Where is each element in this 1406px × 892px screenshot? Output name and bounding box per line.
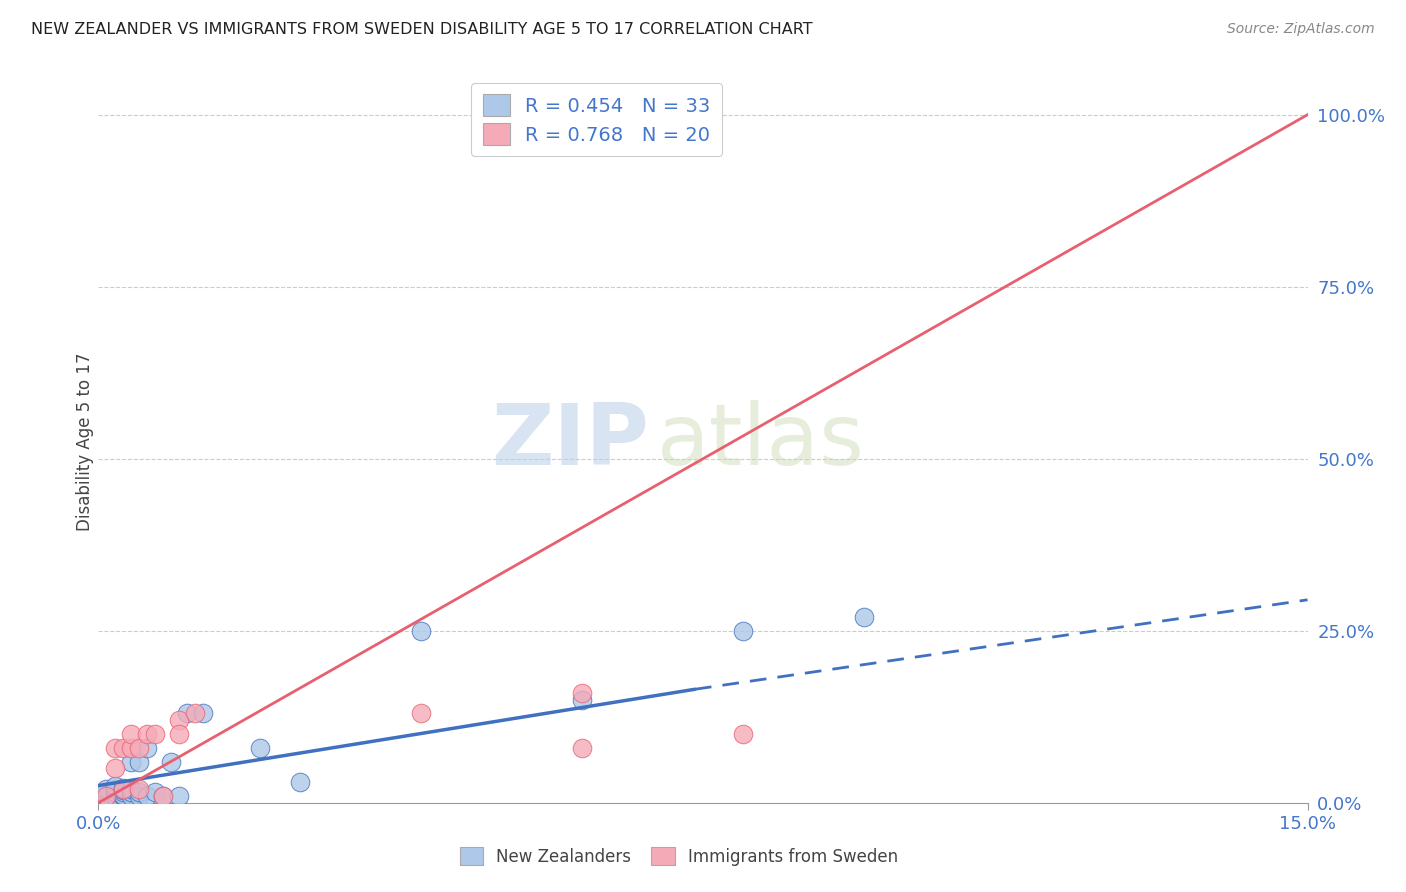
Point: [120, 727, 142, 741]
Point: [128, 785, 150, 799]
Point: [111, 788, 134, 802]
Point: [111, 789, 134, 803]
Point: [120, 782, 142, 797]
Point: [160, 755, 183, 769]
Point: [103, 789, 125, 803]
Point: [111, 782, 134, 797]
Point: [128, 740, 150, 755]
Text: ZIP: ZIP: [491, 400, 648, 483]
Point: [152, 789, 174, 803]
Point: [733, 727, 755, 741]
Point: [96, 785, 118, 799]
Point: [733, 624, 755, 638]
Point: [96, 782, 118, 797]
Point: [409, 706, 432, 721]
Point: [409, 624, 432, 638]
Point: [111, 783, 134, 797]
Point: [288, 775, 311, 789]
Point: [111, 740, 134, 755]
Point: [167, 713, 190, 727]
Point: [120, 789, 142, 803]
Point: [176, 706, 198, 721]
Text: NEW ZEALANDER VS IMMIGRANTS FROM SWEDEN DISABILITY AGE 5 TO 17 CORRELATION CHART: NEW ZEALANDER VS IMMIGRANTS FROM SWEDEN …: [31, 22, 813, 37]
Point: [193, 706, 215, 721]
Point: [571, 692, 593, 706]
Point: [111, 780, 134, 795]
Point: [120, 755, 142, 769]
Point: [135, 789, 157, 803]
Point: [111, 785, 134, 799]
Point: [103, 785, 125, 799]
Point: [571, 686, 593, 700]
Point: [167, 789, 190, 803]
Legend: New Zealanders, Immigrants from Sweden: New Zealanders, Immigrants from Sweden: [451, 838, 907, 874]
Point: [128, 789, 150, 803]
Point: [120, 740, 142, 755]
Point: [143, 785, 166, 799]
Point: [152, 789, 174, 803]
Point: [103, 740, 125, 755]
Point: [853, 610, 876, 624]
Y-axis label: Disability Age 5 to 17: Disability Age 5 to 17: [76, 352, 94, 531]
Text: Source: ZipAtlas.com: Source: ZipAtlas.com: [1227, 22, 1375, 37]
Point: [96, 789, 118, 803]
Point: [143, 727, 166, 741]
Point: [103, 782, 125, 797]
Text: atlas: atlas: [657, 400, 865, 483]
Point: [128, 755, 150, 769]
Point: [103, 779, 125, 793]
Point: [668, 135, 690, 149]
Point: [571, 740, 593, 755]
Point: [184, 706, 207, 721]
Point: [120, 785, 142, 799]
Point: [96, 789, 118, 803]
Point: [135, 740, 157, 755]
Point: [135, 727, 157, 741]
Point: [249, 740, 271, 755]
Point: [128, 782, 150, 797]
Point: [103, 761, 125, 775]
Point: [167, 727, 190, 741]
